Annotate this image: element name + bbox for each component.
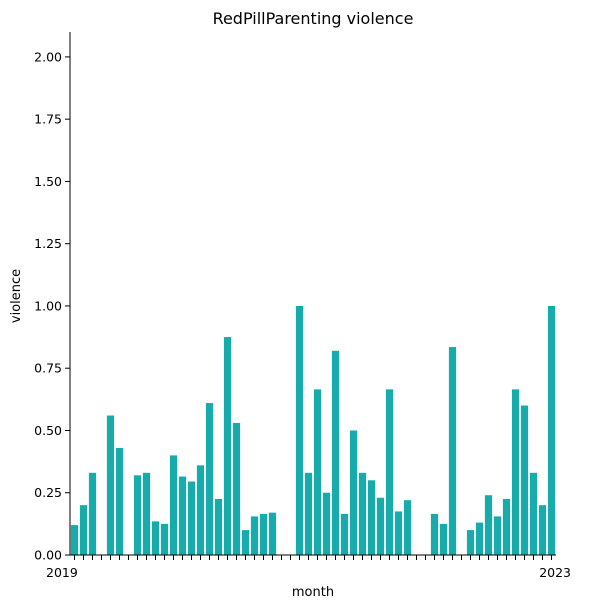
bar-20 [250,516,259,555]
bar-0 [70,525,79,555]
bar-47 [493,516,502,555]
bar-36 [394,511,403,555]
y-axis-label: violence [9,269,24,323]
chart-title: RedPillParenting violence [213,9,414,28]
bar-12 [178,476,187,555]
x-tick-label-first: 2019 [46,565,78,580]
bar-13 [187,481,196,555]
bar-50 [520,405,529,555]
bar-1 [79,505,88,555]
x-tick-label-last: 2023 [539,565,571,580]
y-axis-ticks: 0.00 0.25 0.50 0.75 1.00 1.25 1.50 1.75 2.00 [34,49,70,563]
bar-49 [511,389,520,555]
bar-19 [241,530,250,555]
bar-16 [214,498,223,555]
bar-27 [313,389,322,555]
bar-17 [223,337,232,555]
bar-22 [268,512,277,555]
bar-5 [115,447,124,555]
y-tick-label: 2.00 [34,49,62,64]
bar-28 [322,492,331,555]
bar-46 [484,495,493,555]
bar-34 [376,497,385,555]
bar-48 [502,498,511,555]
bar-14 [196,465,205,555]
bar-8 [142,472,151,555]
y-tick-label: 0.25 [34,485,62,500]
bar-9 [151,521,160,555]
bar-53 [547,305,556,555]
bar-11 [169,455,178,555]
bar-29 [331,350,340,555]
bar-2 [88,472,97,555]
bar-31 [349,430,358,555]
bar-4 [106,415,115,555]
y-tick-label: 1.00 [34,298,62,313]
bar-44 [466,530,475,555]
x-axis-ticks: 2019 2023 [46,555,571,580]
bar-32 [358,472,367,555]
bar-26 [304,472,313,555]
bar-30 [340,513,349,555]
bars-group [70,305,556,555]
x-axis-label: month [292,585,334,600]
y-tick-label: 1.75 [34,112,62,127]
bar-37 [403,500,412,555]
bar-52 [538,505,547,555]
bar-42 [448,347,457,555]
bar-21 [259,513,268,555]
y-tick-label: 0.75 [34,361,62,376]
bar-35 [385,389,394,555]
bar-45 [475,522,484,555]
y-tick-label: 1.25 [34,236,62,251]
bar-41 [439,523,448,555]
y-tick-label: 0.00 [34,548,62,563]
bar-40 [430,513,439,555]
bar-15 [205,403,214,555]
bar-7 [133,475,142,555]
bar-33 [367,480,376,555]
bar-25 [295,305,304,555]
bar-51 [529,472,538,555]
bar-10 [160,523,169,555]
y-tick-label: 1.50 [34,174,62,189]
bar-18 [232,423,241,555]
y-tick-label: 0.50 [34,423,62,438]
